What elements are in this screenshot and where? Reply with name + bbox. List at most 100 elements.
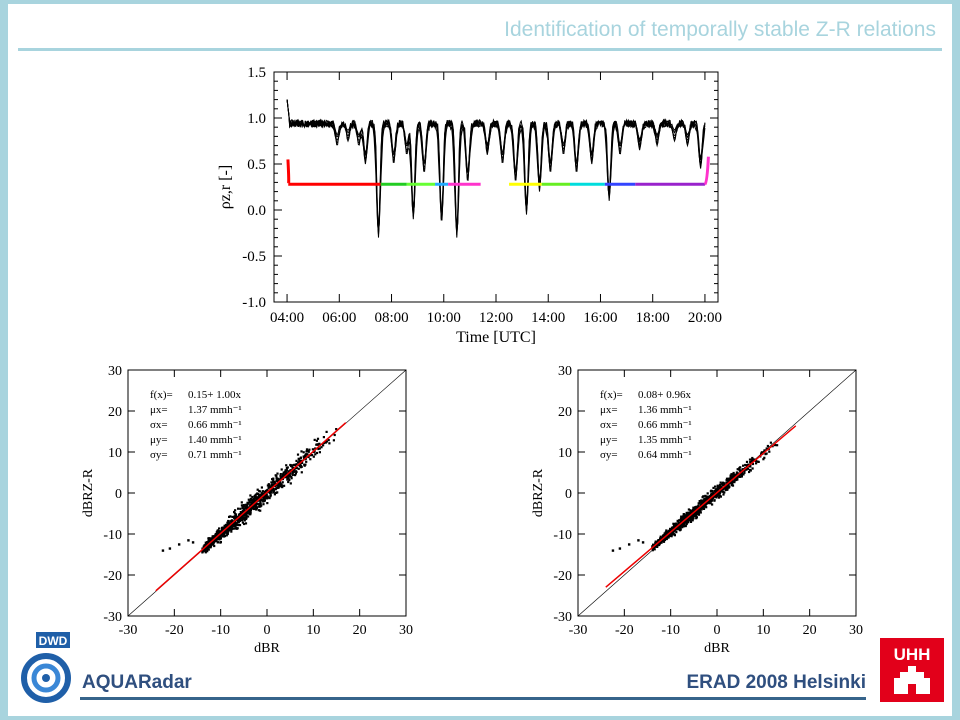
- scatter-point: [247, 502, 250, 505]
- scatter-point: [263, 494, 266, 497]
- scatter-point: [731, 484, 735, 487]
- correlation-trace: [286, 99, 706, 227]
- scatter-point: [307, 456, 310, 459]
- scatter-point: [221, 529, 224, 533]
- scatter-point: [318, 451, 321, 454]
- scatter-point: [661, 539, 664, 543]
- scatter-point: [279, 485, 282, 488]
- scatter-point: [234, 523, 237, 526]
- x-tick-label: 10: [756, 623, 770, 638]
- scatter-point: [702, 504, 705, 507]
- scatter-point: [311, 448, 314, 451]
- scatter-point: [259, 509, 262, 512]
- scatter-point: [719, 481, 722, 484]
- scatter-point: [225, 531, 228, 534]
- scatter-point: [672, 525, 675, 528]
- scatter-point: [315, 439, 318, 442]
- scatter-point: [299, 460, 302, 463]
- scatter-point: [325, 440, 328, 443]
- stat-value: 1.36 mmh⁻¹: [638, 404, 692, 416]
- scatter-point: [266, 502, 269, 505]
- scatter-point: [306, 449, 310, 452]
- scatter-point: [702, 502, 705, 505]
- uhh-logo: UHH: [880, 638, 944, 702]
- scatter-point: [641, 541, 645, 544]
- scatter-point: [245, 515, 248, 518]
- scatter-point: [766, 444, 769, 448]
- scatter-point: [687, 511, 690, 514]
- scatter-point: [233, 512, 236, 515]
- scatter-point: [313, 450, 316, 453]
- scatter-point: [668, 532, 671, 536]
- scatter-point: [685, 516, 688, 519]
- scatter-point: [285, 464, 288, 467]
- scatter-point: [667, 533, 670, 536]
- scatter-point: [240, 501, 243, 504]
- scatter-point: [687, 514, 690, 517]
- scatter-point: [659, 537, 662, 540]
- scatter-point: [709, 499, 712, 502]
- scatter-point: [716, 485, 719, 488]
- scatter-point: [231, 515, 234, 518]
- scatter-point: [299, 456, 303, 459]
- scatter-point: [734, 476, 737, 479]
- scatter-point: [300, 471, 303, 474]
- scatter-point: [201, 550, 204, 553]
- scatter-point: [237, 524, 240, 527]
- scatter-point: [217, 530, 221, 533]
- stable-segment-end: [703, 156, 710, 186]
- scatter-point: [689, 509, 692, 512]
- scatter-point: [300, 461, 304, 464]
- scatter-point: [226, 528, 229, 531]
- scatter-point: [325, 430, 328, 433]
- scatter-point: [237, 519, 240, 522]
- scatter-point: [705, 502, 708, 505]
- scatter-point: [238, 519, 241, 522]
- scatter-point: [272, 491, 275, 494]
- scatter-point: [743, 471, 746, 474]
- scatter-point: [279, 474, 282, 477]
- scatter-point: [233, 527, 236, 530]
- scatter-point: [219, 540, 222, 544]
- scatter-point: [656, 543, 660, 546]
- scatter-point: [260, 486, 263, 489]
- scatter-point: [738, 475, 741, 478]
- scatter-point: [221, 535, 224, 538]
- scatter-point: [288, 479, 291, 482]
- scatter-point: [228, 515, 231, 518]
- stat-label: σx=: [600, 419, 618, 431]
- scatter-point: [723, 491, 726, 494]
- scatter-point: [303, 456, 306, 459]
- scatter-point: [282, 471, 285, 474]
- x-axis-label: dBR: [254, 641, 280, 656]
- scatter-point: [305, 460, 308, 463]
- scatter-point: [706, 495, 709, 498]
- scatter-point: [218, 527, 221, 530]
- x-tick-label: 0: [264, 623, 271, 638]
- scatter-point: [237, 507, 240, 510]
- scatter-point: [694, 513, 697, 516]
- x-tick-label: 10:00: [427, 310, 461, 326]
- scatter-point: [714, 488, 717, 492]
- scatter-point: [297, 457, 300, 460]
- scatter-point: [718, 483, 722, 486]
- scatter-point: [248, 500, 251, 503]
- scatter-point: [208, 546, 211, 549]
- scatter-point: [300, 465, 303, 468]
- scatter-point: [269, 490, 272, 493]
- scatter-point: [704, 495, 707, 498]
- scatter-point: [681, 526, 684, 529]
- scatter-point: [697, 506, 700, 509]
- scatter-point: [667, 536, 670, 539]
- frame-right: [952, 0, 960, 720]
- x-tick-label: 0: [714, 623, 721, 638]
- scatter-point: [303, 464, 306, 467]
- scatter-point: [691, 519, 694, 522]
- scatter-point: [229, 528, 233, 531]
- scatter-point: [679, 525, 682, 528]
- scatter-point: [685, 521, 689, 524]
- scatter-point: [685, 511, 688, 514]
- scatter-point: [721, 487, 724, 491]
- scatter-point: [234, 509, 237, 512]
- scatter-point: [230, 530, 233, 533]
